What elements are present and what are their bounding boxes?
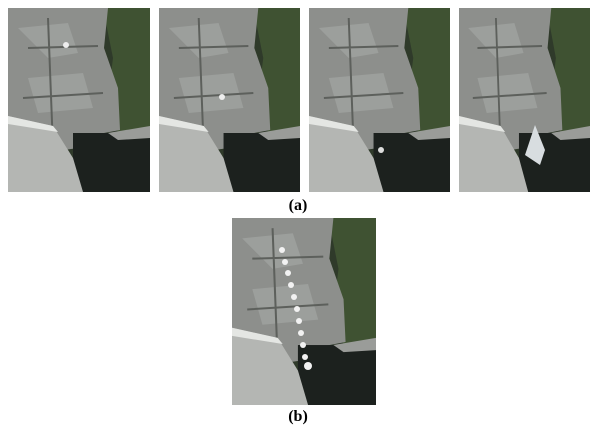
- caption: (b): [268, 408, 328, 426]
- photo-frame: [309, 8, 450, 192]
- diver: [63, 42, 69, 48]
- diver: [219, 94, 225, 100]
- caption: (a): [268, 197, 328, 215]
- photo-frame: [159, 8, 300, 192]
- photo-frame: [8, 8, 150, 192]
- photo-composite: [232, 218, 376, 405]
- photo-frame: [459, 8, 590, 192]
- figure: (a) (b): [0, 0, 590, 426]
- diver: [378, 147, 384, 153]
